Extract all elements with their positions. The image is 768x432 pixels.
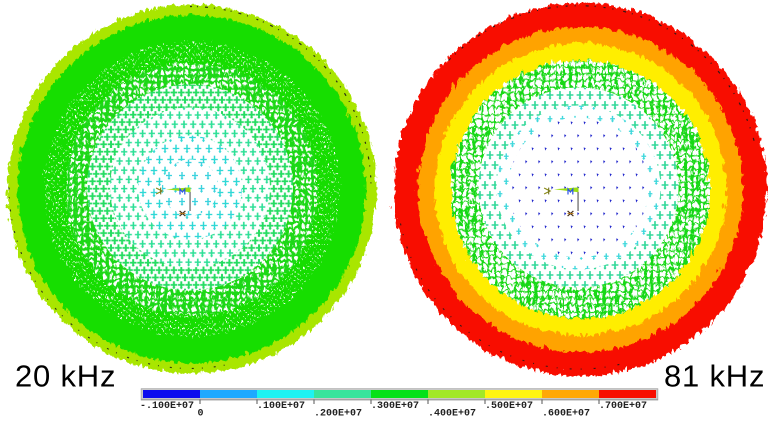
svg-text:-.100E+07: -.100E+07 xyxy=(140,401,194,412)
svg-text:.400E+07: .400E+07 xyxy=(428,409,476,420)
svg-text:0: 0 xyxy=(198,409,204,420)
svg-text:.300E+07: .300E+07 xyxy=(371,401,419,412)
svg-text:81 kHz: 81 kHz xyxy=(664,358,765,393)
svg-text:.700E+07: .700E+07 xyxy=(599,401,647,412)
svg-text:.200E+07: .200E+07 xyxy=(314,409,362,420)
svg-text:20 kHz: 20 kHz xyxy=(15,358,116,393)
svg-text:.500E+07: .500E+07 xyxy=(485,401,533,412)
svg-text:.100E+07: .100E+07 xyxy=(257,401,305,412)
svg-text:.600E+07: .600E+07 xyxy=(542,409,590,420)
